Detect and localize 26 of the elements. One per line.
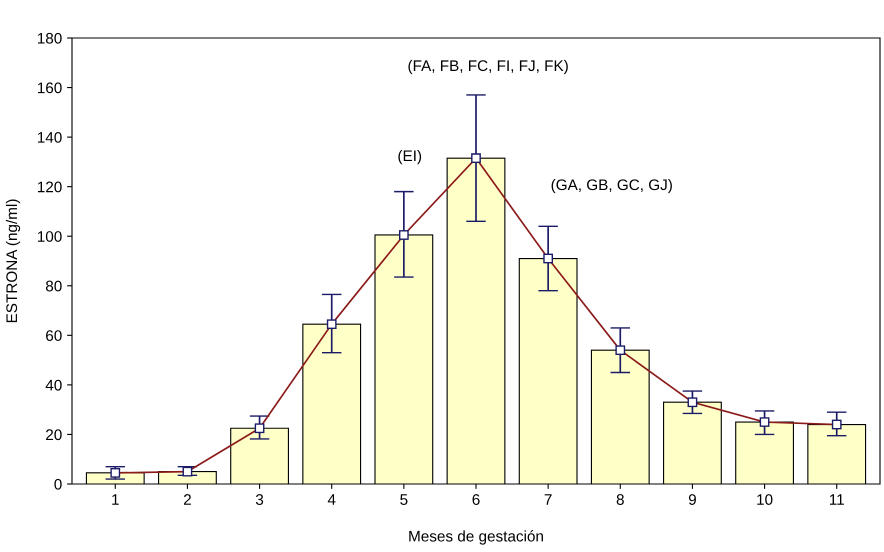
y-axis-title: ESTRONA (ng/ml) (6, 200, 20, 322)
y-tick-label: 120 (38, 182, 62, 192)
y-tick-label: 100 (38, 231, 62, 242)
x-tick-label: 4 (328, 494, 336, 505)
y-tick-label: 60 (46, 330, 62, 342)
y-tick-label: 140 (38, 132, 62, 143)
annotation: (EI) (398, 150, 422, 164)
annotation: (FA, FB, FC, FI, FJ, FK) (408, 60, 568, 74)
y-tick-label: 40 (46, 380, 62, 391)
x-axis-title: Meses de gestación (409, 530, 543, 545)
annotation: (GA, GB, GC, GJ) (552, 178, 672, 194)
x-tick-label: 10 (757, 494, 772, 505)
y-tick-label: 180 (38, 32, 62, 44)
x-tick-label: 7 (544, 494, 552, 505)
x-tick-label: 6 (472, 494, 480, 505)
x-tick-label: 1 (112, 494, 119, 505)
x-tick-label: 3 (256, 494, 264, 505)
x-tick-label: 5 (400, 494, 408, 505)
x-tick-label: 11 (830, 494, 844, 505)
x-tick-label: 9 (688, 494, 696, 505)
x-tick-label: 2 (184, 494, 191, 505)
y-tick-label: 160 (38, 82, 62, 94)
y-tick-label: 0 (54, 478, 62, 490)
y-tick-label: 80 (46, 280, 62, 292)
x-tick-label: 8 (616, 494, 624, 505)
y-tick-label: 20 (46, 429, 62, 440)
